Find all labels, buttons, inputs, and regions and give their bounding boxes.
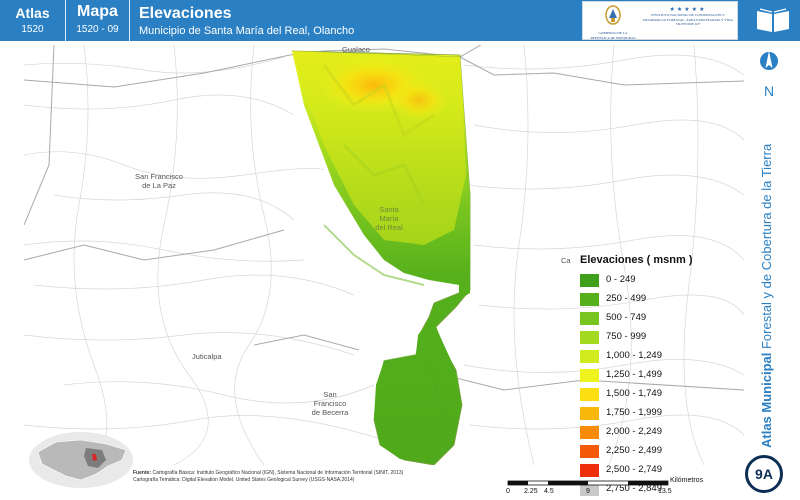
scale-bar-graphic bbox=[507, 480, 669, 486]
legend-swatch bbox=[580, 274, 599, 287]
municipality-santa-maria-del-real bbox=[291, 50, 471, 465]
scale-tick: 4.5 bbox=[544, 488, 554, 495]
legend-swatch bbox=[580, 445, 599, 458]
legend-swatch bbox=[580, 388, 599, 401]
legend-item: 0 - 249 bbox=[566, 272, 726, 291]
open-book-icon bbox=[757, 8, 789, 32]
legend-item: 2,750 - 2,849 bbox=[566, 481, 726, 500]
map-title: Elevaciones bbox=[139, 5, 232, 22]
place-name-line: de Becerra bbox=[311, 408, 349, 417]
legend-label: 2,500 - 2,749 bbox=[606, 464, 662, 475]
credits-line-2: Cartografía Temática: Digital Elevation … bbox=[133, 476, 355, 483]
place-name-line: del Real bbox=[375, 223, 403, 232]
icf-logo-text: INSTITUTO NACIONAL DE CONSERVACIÓN Y DES… bbox=[642, 13, 733, 26]
place-juticalpa: Juticalpa bbox=[192, 352, 222, 361]
legend-label: 750 - 999 bbox=[606, 331, 647, 342]
legend-label: 1,000 - 1,249 bbox=[606, 350, 662, 361]
legend-label: 1,500 - 1,749 bbox=[606, 388, 662, 399]
place-name-line: de La Paz bbox=[142, 181, 176, 190]
legend-swatch bbox=[580, 312, 599, 325]
legend-swatch bbox=[580, 426, 599, 439]
atlas-book-button[interactable] bbox=[746, 0, 800, 41]
scale-unit: Kilómetros bbox=[670, 477, 704, 484]
legend-label: 0 - 249 bbox=[606, 274, 636, 285]
atlas-title-rest: Forestal y de Cobertura de la Tierra bbox=[759, 143, 774, 350]
legend-swatch bbox=[580, 331, 599, 344]
atlas-label: Atlas bbox=[15, 5, 50, 21]
legend-swatch bbox=[580, 350, 599, 363]
map-subtitle: Municipio de Santa María del Real, Olanc… bbox=[139, 25, 355, 37]
place-san-francisco-de-becerra: San Francisco de Becerra bbox=[300, 390, 360, 417]
government-seal-logo: GOBIERNO DE LA REPÚBLICA DE HONDURAS bbox=[589, 4, 637, 40]
credits-line-1: Cartografía Básica: Instituto Geográfico… bbox=[152, 470, 404, 476]
legend-label: 1,750 - 1,999 bbox=[606, 407, 662, 418]
government-logo-text: GOBIERNO DE LA REPÚBLICA DE HONDURAS bbox=[590, 31, 636, 40]
legend: Elevaciones ( msnm ) 0 - 249 250 - 499 500… bbox=[566, 254, 726, 500]
stars-icon: ★★★★★ bbox=[669, 7, 707, 13]
north-arrow: N bbox=[752, 46, 786, 99]
map-number-badge: 9A bbox=[745, 455, 783, 493]
honduras-locator-inset bbox=[26, 430, 136, 490]
legend-label: 500 - 749 bbox=[606, 312, 647, 323]
institution-logos: GOBIERNO DE LA REPÚBLICA DE HONDURAS ★★★… bbox=[582, 1, 738, 40]
legend-item: 1,750 - 1,999 bbox=[566, 405, 726, 424]
legend-item: 1,500 - 1,749 bbox=[566, 386, 726, 405]
mapa-label: Mapa bbox=[77, 3, 118, 20]
atlas-title-bold: Atlas Municipal bbox=[759, 352, 774, 448]
legend-item: 750 - 999 bbox=[566, 329, 726, 348]
place-name-line: Francisco bbox=[313, 399, 347, 408]
place-partial-label: Ca bbox=[561, 256, 571, 265]
legend-swatch bbox=[580, 369, 599, 382]
atlas-code: 1520 bbox=[21, 24, 44, 35]
legend-swatch bbox=[580, 464, 599, 477]
map-credits: Fuente: Cartografía Básica: Instituto Ge… bbox=[133, 470, 433, 483]
legend-item: 2,250 - 2,499 bbox=[566, 443, 726, 462]
scale-bar: Kilómetros 0 2.25 4.5 9 13.5 bbox=[500, 476, 720, 498]
legend-label: 1,250 - 1,499 bbox=[606, 369, 662, 380]
legend-label: 2,000 - 2,249 bbox=[606, 426, 662, 437]
place-gualaco: Gualaco bbox=[342, 45, 370, 54]
mapa-code-cell: Mapa 1520 - 09 bbox=[66, 0, 130, 41]
legend-label: 2,250 - 2,499 bbox=[606, 445, 662, 456]
north-label: N bbox=[763, 83, 775, 99]
legend-item: 2,000 - 2,249 bbox=[566, 424, 726, 443]
scale-tick: 9 bbox=[586, 488, 590, 495]
road-network bbox=[24, 45, 744, 465]
north-arrow-icon bbox=[760, 51, 778, 70]
map-canvas[interactable]: Gualaco San Francisco de La Paz Santa Ma… bbox=[24, 45, 744, 465]
place-san-francisco-de-la-paz: San Francisco de La Paz bbox=[124, 172, 194, 190]
coat-of-arms-icon bbox=[605, 5, 621, 25]
legend-item: 1,250 - 1,499 bbox=[566, 367, 726, 386]
legend-item: 500 - 749 bbox=[566, 310, 726, 329]
legend-swatch bbox=[580, 293, 599, 306]
place-name-line: María bbox=[379, 214, 399, 223]
legend-label: 2,750 - 2,849 bbox=[606, 483, 662, 494]
header-bar: Atlas 1520 Mapa 1520 - 09 Elevaciones Mu… bbox=[0, 0, 746, 41]
icf-logo: ★★★★★ INSTITUTO NACIONAL DE CONSERVACIÓN… bbox=[641, 6, 735, 27]
scale-tick: 2.25 bbox=[524, 488, 538, 495]
place-santa-maria-del-real: Santa María del Real bbox=[369, 205, 409, 232]
mapa-code: 1520 - 09 bbox=[76, 24, 119, 35]
legend-label: 250 - 499 bbox=[606, 293, 647, 304]
honduras-locator-map bbox=[29, 432, 133, 488]
credits-source-label: Fuente: bbox=[133, 470, 152, 476]
elevation-map bbox=[24, 45, 744, 465]
place-name-line: San bbox=[323, 390, 337, 399]
legend-item: 250 - 499 bbox=[566, 291, 726, 310]
legend-swatch bbox=[580, 483, 599, 496]
atlas-code-cell: Atlas 1520 bbox=[0, 0, 66, 41]
title-block: Elevaciones Municipio de Santa María del… bbox=[139, 5, 354, 37]
legend-swatch bbox=[580, 407, 599, 420]
legend-list: 0 - 249 250 - 499 500 - 749 750 - 999 1,000 … bbox=[566, 272, 726, 500]
scale-tick: 0 bbox=[506, 488, 510, 495]
legend-item: 1,000 - 1,249 bbox=[566, 348, 726, 367]
scale-tick: 13.5 bbox=[658, 488, 672, 495]
place-name-line: San Francisco bbox=[135, 172, 183, 181]
place-name-line: Santa bbox=[379, 205, 399, 214]
legend-item: 2,500 - 2,749 bbox=[566, 462, 726, 481]
legend-title: Elevaciones ( msnm ) bbox=[580, 254, 693, 266]
